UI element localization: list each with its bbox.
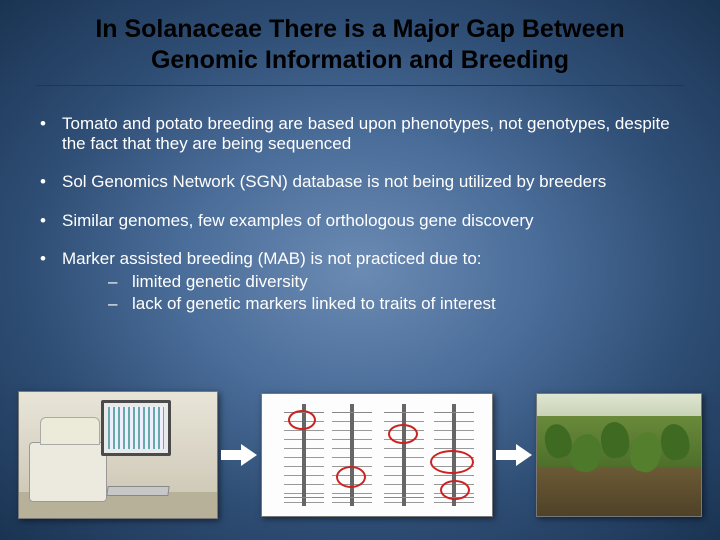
sub-item: lack of genetic markers linked to traits… <box>62 293 684 314</box>
leaf-shape <box>599 421 631 460</box>
figure-row <box>18 390 702 520</box>
map-column <box>350 404 354 506</box>
highlight-circle <box>440 480 470 500</box>
highlight-circle <box>336 466 366 488</box>
highlight-circle <box>388 424 418 444</box>
sub-item: limited genetic diversity <box>62 271 684 292</box>
bullet-text: Sol Genomics Network (SGN) database is n… <box>62 172 606 191</box>
bullet-list: Tomato and potato breeding are based upo… <box>36 114 684 314</box>
map-column <box>402 404 406 506</box>
slide-title: In Solanaceae There is a Major Gap Betwe… <box>36 14 684 86</box>
sub-list: limited genetic diversity lack of geneti… <box>62 271 684 314</box>
genetic-map-diagram <box>261 393 493 517</box>
bullet-item: Marker assisted breeding (MAB) is not pr… <box>36 249 684 314</box>
slide: In Solanaceae There is a Major Gap Betwe… <box>0 0 720 540</box>
bullet-text: Marker assisted breeding (MAB) is not pr… <box>62 249 482 268</box>
arrow-right-icon <box>221 444 259 466</box>
leaf-shape <box>658 422 692 462</box>
bullet-item: Tomato and potato breeding are based upo… <box>36 114 684 155</box>
bullet-text: Similar genomes, few examples of ortholo… <box>62 211 534 230</box>
instrument-shape <box>29 442 107 502</box>
monitor-shape <box>101 400 171 456</box>
greenhouse-plants-photo <box>536 393 702 517</box>
leaf-shape <box>568 432 604 475</box>
keyboard-shape <box>106 486 169 496</box>
bullet-item: Similar genomes, few examples of ortholo… <box>36 211 684 231</box>
bullet-item: Sol Genomics Network (SGN) database is n… <box>36 172 684 192</box>
lab-equipment-photo <box>18 391 218 519</box>
bullet-text: Tomato and potato breeding are based upo… <box>62 114 670 153</box>
highlight-circle <box>288 410 316 430</box>
arrow-right-icon <box>496 444 534 466</box>
highlight-circle <box>430 450 474 474</box>
leaf-shape <box>627 429 665 474</box>
